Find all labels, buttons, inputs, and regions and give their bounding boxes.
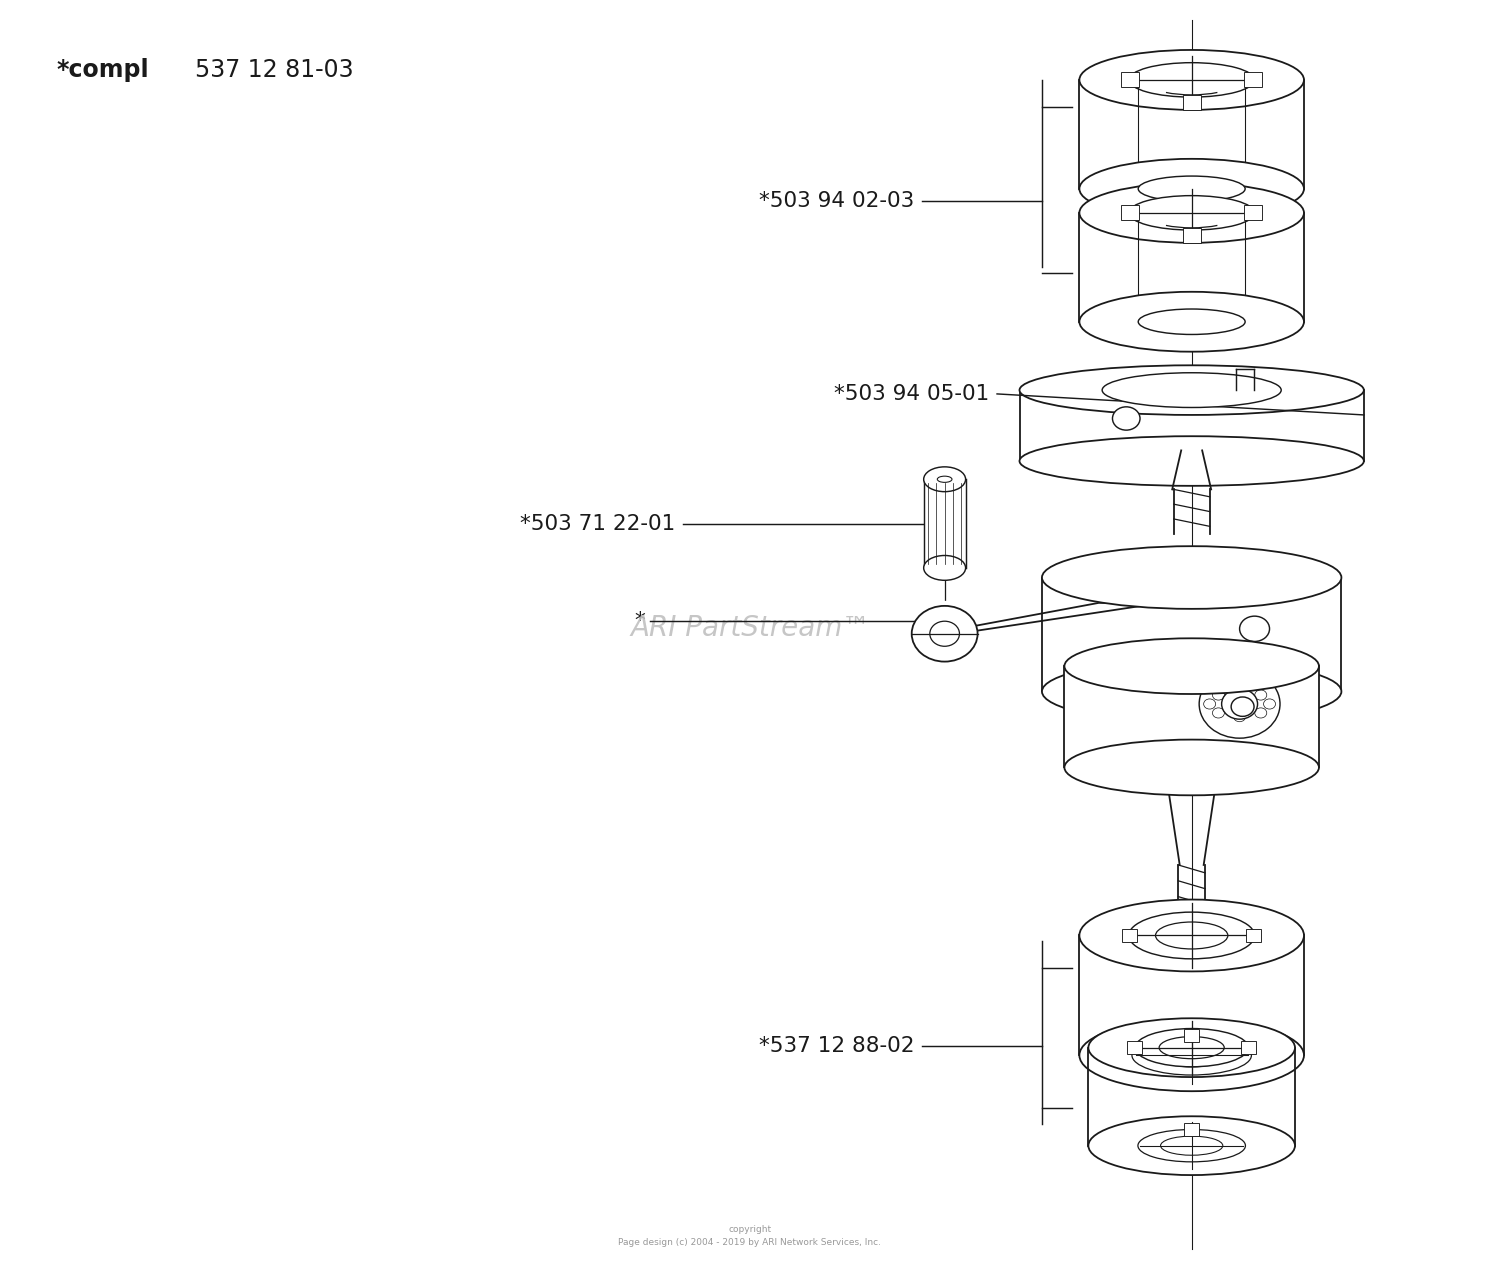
Ellipse shape [1130,912,1254,959]
Circle shape [930,622,960,646]
Circle shape [1256,708,1268,718]
Text: 537 12 81-03: 537 12 81-03 [195,58,352,82]
Ellipse shape [1138,1129,1245,1162]
Ellipse shape [938,476,952,482]
Circle shape [1233,687,1245,697]
Ellipse shape [1160,1037,1224,1058]
Ellipse shape [1132,1036,1251,1075]
Ellipse shape [1156,1043,1227,1067]
Text: *503 94 02-03: *503 94 02-03 [759,190,915,211]
Text: *503 71 22-01: *503 71 22-01 [520,514,675,533]
Text: *compl: *compl [57,58,150,82]
Ellipse shape [1020,437,1364,486]
Ellipse shape [1080,183,1304,242]
Text: ARI PartStream™: ARI PartStream™ [630,614,870,642]
Circle shape [1233,712,1245,722]
Circle shape [1221,689,1257,720]
Polygon shape [1184,1029,1198,1042]
Ellipse shape [1089,1018,1294,1077]
Polygon shape [1020,390,1364,461]
Polygon shape [1184,1123,1198,1136]
Ellipse shape [1161,1136,1222,1155]
Ellipse shape [1080,900,1304,971]
Polygon shape [1182,95,1200,110]
Ellipse shape [1065,638,1318,694]
Ellipse shape [924,467,966,491]
Ellipse shape [1042,546,1341,609]
Ellipse shape [1138,176,1245,202]
Ellipse shape [1080,1019,1304,1091]
Ellipse shape [1080,159,1304,218]
Polygon shape [1246,929,1262,942]
Polygon shape [1182,227,1200,242]
Circle shape [1263,699,1275,709]
Ellipse shape [1089,1117,1294,1175]
Circle shape [1232,697,1254,717]
Circle shape [1239,617,1269,641]
Ellipse shape [1065,740,1318,796]
Text: *537 12 88-02: *537 12 88-02 [759,1036,915,1056]
Ellipse shape [1042,660,1341,723]
Circle shape [1194,666,1284,742]
Ellipse shape [1102,373,1281,407]
Circle shape [1113,407,1140,430]
Ellipse shape [1138,310,1245,335]
Ellipse shape [1155,923,1228,949]
Polygon shape [1245,72,1263,88]
Polygon shape [1102,698,1281,723]
Polygon shape [1245,206,1263,221]
Polygon shape [1120,206,1138,221]
Circle shape [906,600,984,666]
Ellipse shape [1136,1029,1248,1067]
Ellipse shape [924,556,966,580]
Circle shape [1212,690,1224,700]
Text: *503 94 05-01: *503 94 05-01 [834,385,990,404]
Polygon shape [924,480,966,569]
Ellipse shape [1130,62,1254,98]
Polygon shape [1080,935,1304,1056]
Polygon shape [1080,80,1304,189]
Polygon shape [933,603,1161,633]
Polygon shape [1120,72,1138,88]
Ellipse shape [1080,49,1304,110]
Circle shape [1198,670,1280,739]
Polygon shape [1128,1042,1143,1055]
Polygon shape [1080,213,1304,322]
Polygon shape [1240,1042,1256,1055]
Polygon shape [1122,929,1137,942]
Circle shape [912,605,978,661]
Polygon shape [1089,1048,1294,1146]
Circle shape [1203,699,1215,709]
Ellipse shape [1130,195,1254,230]
Circle shape [1212,708,1224,718]
Polygon shape [1065,666,1318,768]
Text: *: * [634,612,645,631]
Text: copyright
Page design (c) 2004 - 2019 by ARI Network Services, Inc.: copyright Page design (c) 2004 - 2019 by… [618,1225,882,1246]
Ellipse shape [1080,292,1304,352]
Ellipse shape [1020,365,1364,415]
Polygon shape [1042,577,1341,692]
Circle shape [1256,690,1268,700]
